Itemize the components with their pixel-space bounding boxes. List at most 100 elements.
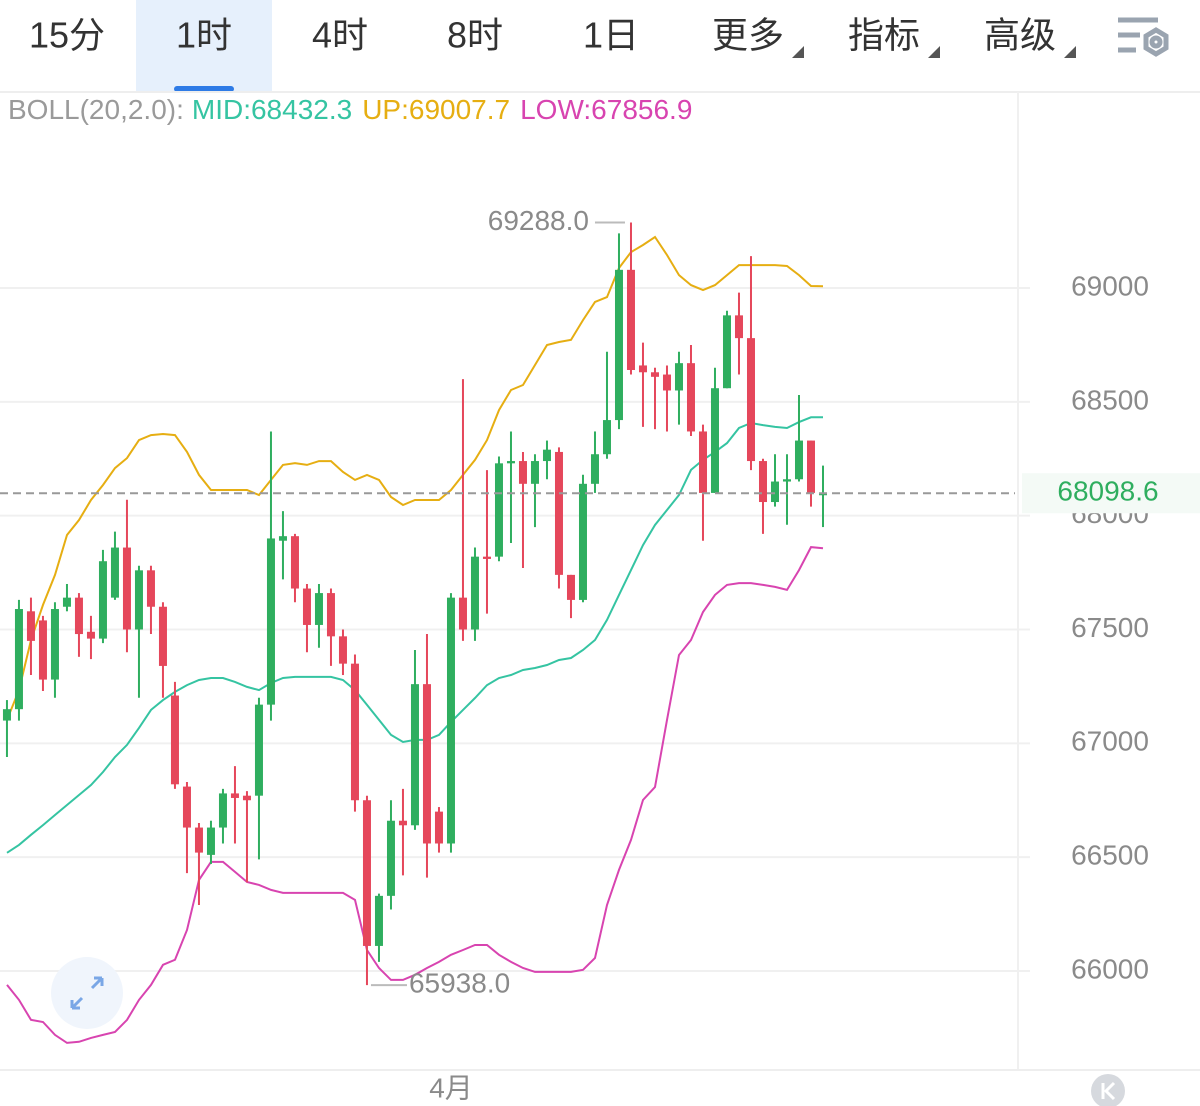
max-label: 69288.0 bbox=[488, 205, 589, 236]
dropdown-caret bbox=[1064, 46, 1076, 58]
candle-body bbox=[674, 363, 683, 391]
candle-body bbox=[314, 593, 323, 625]
candle-body bbox=[506, 461, 515, 464]
candle-body bbox=[386, 820, 395, 896]
candle-body bbox=[170, 695, 179, 785]
candle-body bbox=[182, 786, 191, 828]
candle-body bbox=[542, 449, 551, 462]
tab[interactable]: 更多 bbox=[712, 15, 784, 56]
candle-body bbox=[278, 536, 287, 541]
candle-body bbox=[194, 827, 203, 853]
y-tick-label: 67500 bbox=[1071, 612, 1149, 643]
dropdown-caret bbox=[928, 46, 940, 58]
candle-body bbox=[710, 388, 719, 493]
candle-body bbox=[38, 620, 47, 680]
candle-body bbox=[458, 597, 467, 630]
candle-body bbox=[566, 574, 575, 600]
dropdown-caret bbox=[792, 46, 804, 58]
candle-body bbox=[254, 704, 263, 796]
y-tick-label: 68500 bbox=[1071, 384, 1149, 415]
candle-body bbox=[110, 547, 119, 598]
settings-icon[interactable] bbox=[1118, 17, 1169, 57]
tab[interactable]: 4时 bbox=[312, 15, 368, 56]
candle-body bbox=[734, 315, 743, 339]
y-tick-label: 66000 bbox=[1071, 953, 1149, 984]
candle-body bbox=[302, 588, 311, 625]
candle-body bbox=[518, 461, 527, 484]
min-label: 65938.0 bbox=[409, 967, 510, 998]
candle-body bbox=[758, 461, 767, 503]
candle-body bbox=[626, 269, 635, 370]
candle-body bbox=[446, 597, 455, 844]
candle-body bbox=[482, 556, 491, 559]
candle-body bbox=[86, 631, 95, 639]
candle-body bbox=[782, 479, 791, 482]
indicator-series-name: UP: bbox=[362, 94, 409, 125]
expand-button[interactable] bbox=[51, 957, 123, 1029]
candle-body bbox=[50, 609, 59, 680]
candle-body bbox=[590, 454, 599, 484]
tab[interactable]: 高级 bbox=[984, 15, 1056, 56]
candle-body bbox=[350, 663, 359, 801]
active-tab-bg bbox=[136, 0, 272, 92]
indicator-series-name: LOW: bbox=[520, 94, 591, 125]
candle-body bbox=[494, 463, 503, 557]
k-button[interactable] bbox=[1091, 1074, 1125, 1106]
candle-body bbox=[770, 481, 779, 503]
candle-body bbox=[614, 269, 623, 421]
candle-body bbox=[2, 709, 11, 721]
candle-body bbox=[374, 895, 383, 946]
band-line bbox=[6, 235, 824, 721]
candle-body bbox=[578, 483, 587, 600]
plot: 660006650067000675006800068500690004月692… bbox=[0, 205, 1200, 1103]
candle-body bbox=[530, 461, 539, 484]
candle-body bbox=[266, 538, 275, 705]
candle-body bbox=[554, 451, 563, 575]
candle-body bbox=[602, 420, 611, 455]
candle-body bbox=[746, 338, 755, 462]
candle-body bbox=[398, 820, 407, 826]
candle-body bbox=[338, 636, 347, 664]
candle-body bbox=[158, 606, 167, 666]
candle-body bbox=[662, 374, 671, 391]
candle-body bbox=[62, 597, 71, 607]
tab[interactable]: 1时 bbox=[176, 15, 232, 56]
candle-body bbox=[698, 431, 707, 493]
tab[interactable]: 8时 bbox=[447, 15, 503, 56]
candle-body bbox=[470, 556, 479, 630]
candle-body bbox=[410, 684, 419, 826]
tab[interactable]: 15分 bbox=[29, 15, 105, 56]
indicator-series-name: MID: bbox=[192, 94, 251, 125]
candle-body bbox=[74, 597, 83, 635]
candle-body bbox=[650, 372, 659, 377]
candle-body bbox=[422, 684, 431, 844]
candle-body bbox=[26, 611, 35, 641]
indicator-name: BOLL(20,2.0): bbox=[8, 94, 184, 125]
indicator-series-value: 68432.3 bbox=[251, 94, 352, 125]
current-price-label: 68098.6 bbox=[1057, 476, 1158, 507]
indicator-legend: BOLL(20,2.0): MID:68432.3 UP:69007.7 LOW:67… bbox=[8, 94, 692, 125]
candle-body bbox=[14, 609, 23, 710]
candle-body bbox=[122, 547, 131, 630]
tab-bar: 15分 1时 4时 8时 1日 更多 指标 高级 bbox=[29, 0, 1076, 92]
y-tick-label: 69000 bbox=[1071, 270, 1149, 301]
candle-body bbox=[134, 570, 143, 630]
candle-body bbox=[806, 440, 815, 493]
y-tick-label: 67000 bbox=[1071, 726, 1149, 757]
tab[interactable]: 指标 bbox=[848, 15, 920, 56]
candle-body bbox=[290, 536, 299, 589]
candle-body bbox=[242, 795, 251, 801]
indicator-series-value: 67856.9 bbox=[591, 94, 692, 125]
candle-body bbox=[434, 811, 443, 844]
candle-body bbox=[794, 440, 803, 480]
tab[interactable]: 1日 bbox=[583, 15, 639, 56]
candle-body bbox=[638, 365, 647, 373]
band-line bbox=[6, 546, 824, 1044]
candle-body bbox=[722, 315, 731, 389]
candle-body bbox=[230, 793, 239, 798]
candle-body bbox=[686, 363, 695, 432]
candle-body bbox=[206, 827, 215, 855]
x-tick-label: 4月 bbox=[429, 1072, 473, 1103]
